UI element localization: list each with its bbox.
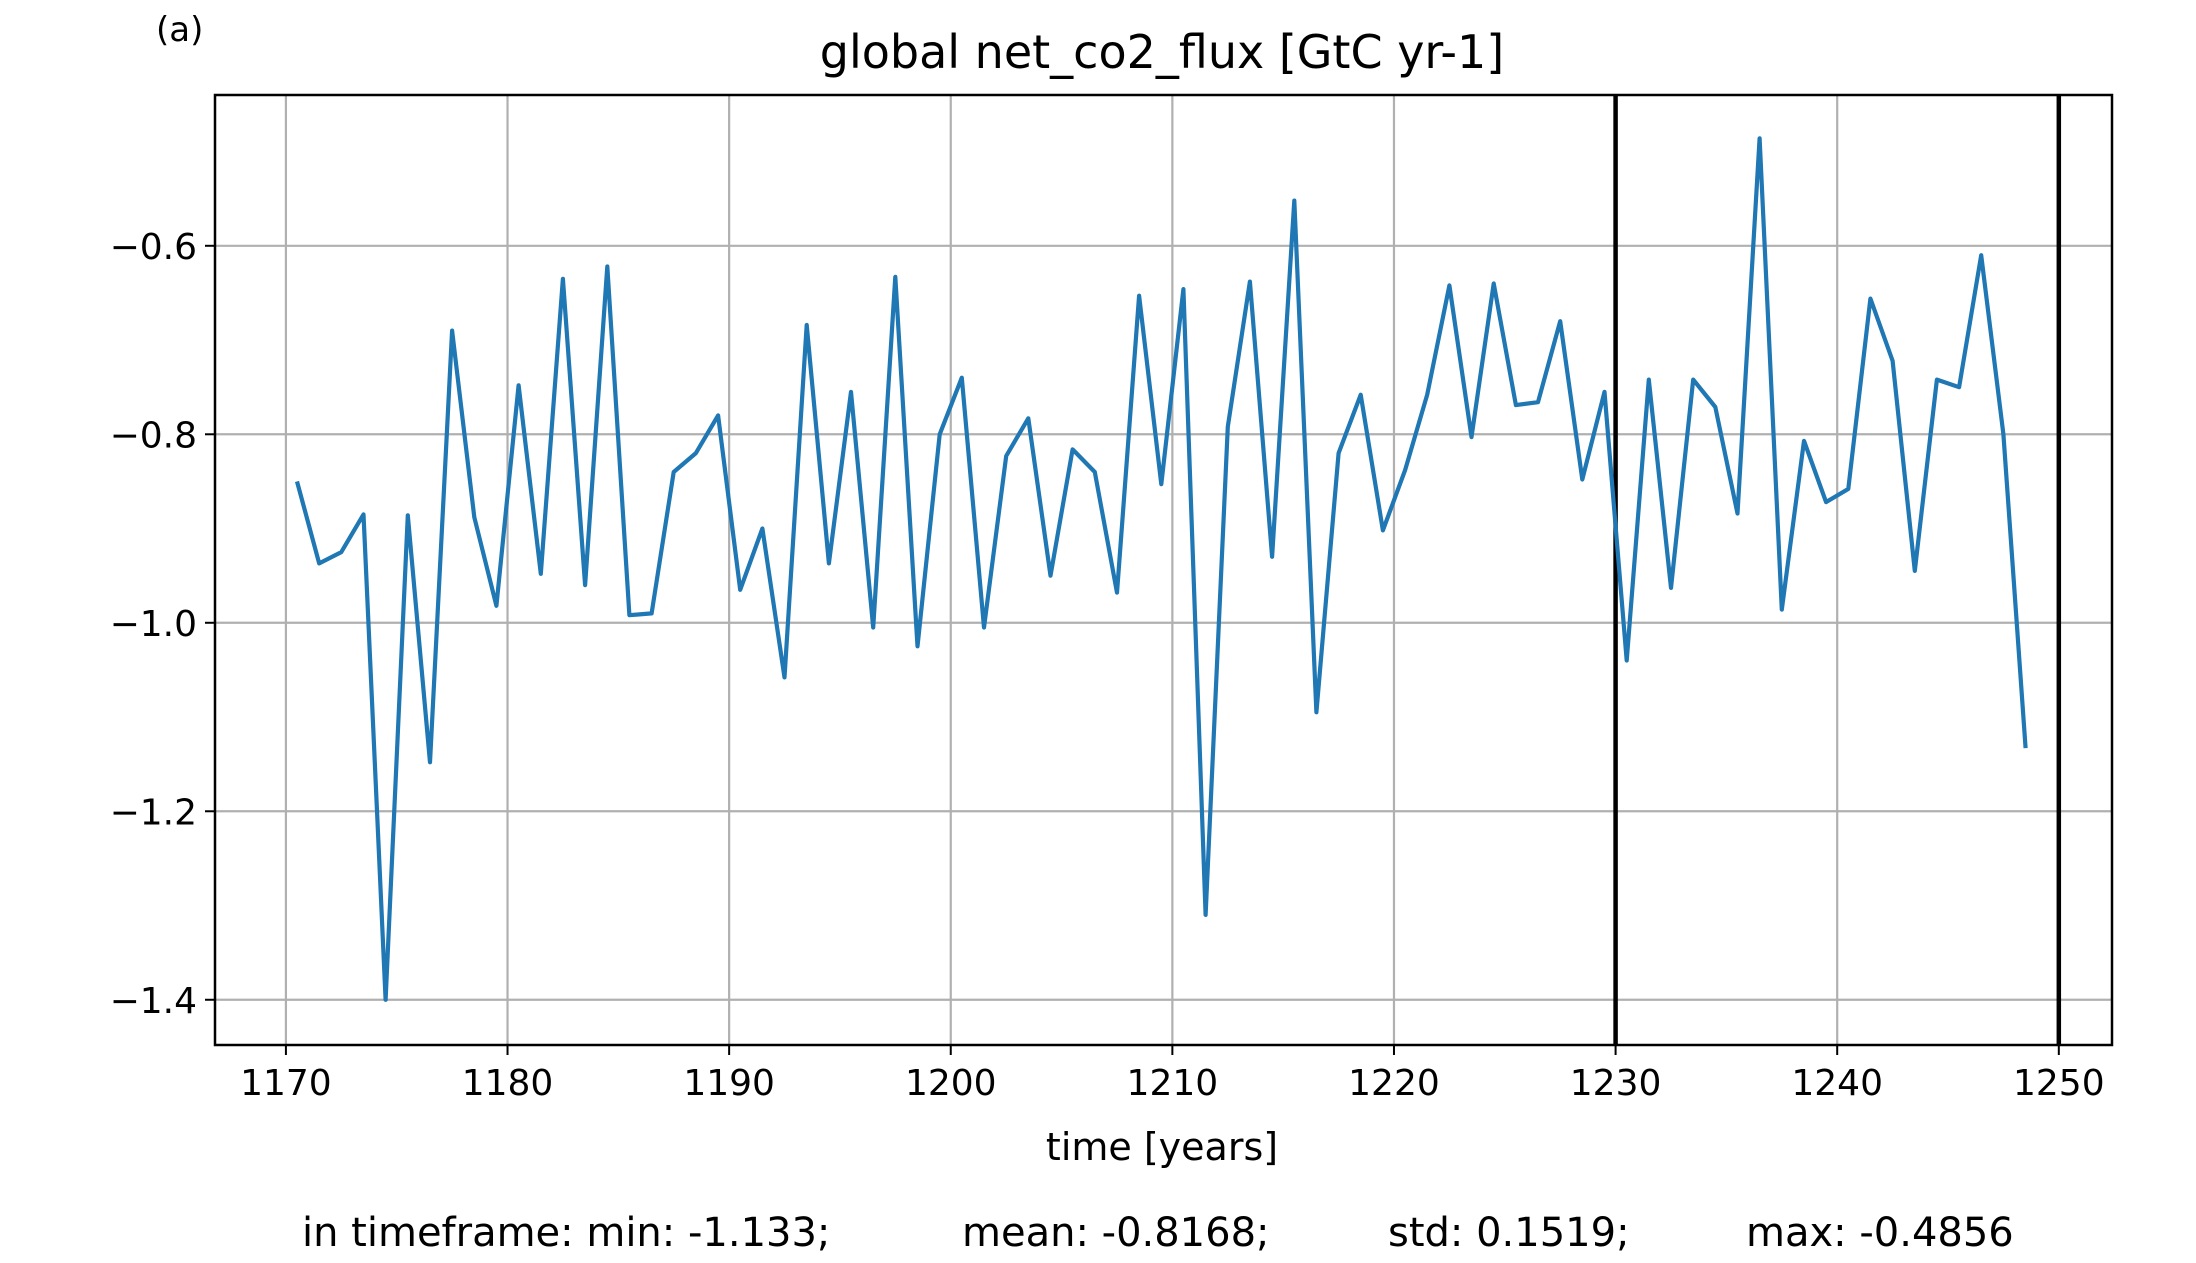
y-tick-label: −0.6 — [110, 227, 197, 268]
x-tick-label: 1200 — [905, 1063, 997, 1104]
stat-max: max: -0.4856 — [1746, 1210, 2014, 1256]
axis-ticks: 1170 1180 1190 1200 1210 1220 1230 1240 1250 −1.4… — [110, 227, 2105, 1104]
series-layer — [294, 136, 2028, 1002]
stat-std: std: 0.1519; — [1388, 1210, 1630, 1256]
x-tick-label: 1250 — [2013, 1063, 2105, 1104]
x-tick-label: 1240 — [1791, 1063, 1883, 1104]
panel-label: (a) — [156, 10, 204, 50]
x-tick-label: 1190 — [683, 1063, 775, 1104]
plot-frame — [213, 93, 2114, 1047]
x-tick-label: 1230 — [1570, 1063, 1662, 1104]
x-tick-label: 1180 — [462, 1063, 554, 1104]
x-tick-label: 1220 — [1348, 1063, 1440, 1104]
timeframe-markers — [1613, 95, 2062, 1045]
x-axis-label: time [years] — [1046, 1125, 1278, 1169]
stat-mean: mean: -0.8168; — [962, 1210, 1270, 1256]
x-tick-label: 1170 — [240, 1063, 332, 1104]
y-tick-label: −0.8 — [110, 415, 197, 456]
y-tick-label: −1.0 — [110, 604, 197, 645]
y-tick-label: −1.2 — [110, 792, 197, 833]
chart-title: global net_co2_flux [GtC yr-1] — [820, 25, 1504, 79]
y-tick-label: −1.4 — [110, 981, 197, 1022]
stat-min: in timeframe: min: -1.133; — [302, 1210, 831, 1256]
x-tick-label: 1210 — [1127, 1063, 1219, 1104]
series-line — [294, 136, 2028, 1002]
